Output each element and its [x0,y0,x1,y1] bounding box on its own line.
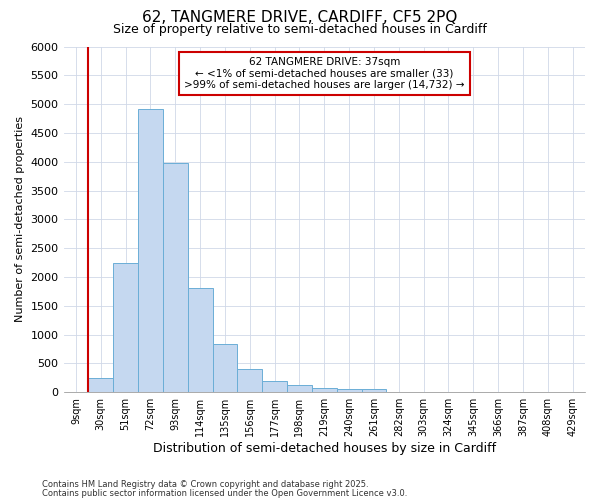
Bar [113,262,138,392]
Text: 62 TANGMERE DRIVE: 37sqm
← <1% of semi-detached houses are smaller (33)
>99% of : 62 TANGMERE DRIVE: 37sqm ← <1% of semi-d… [184,57,464,90]
Bar [88,378,113,392]
Y-axis label: Number of semi-detached properties: Number of semi-detached properties [15,116,25,322]
Bar [212,344,238,392]
Bar [337,389,362,392]
Bar [238,369,262,392]
Bar [262,380,287,392]
Text: Contains HM Land Registry data © Crown copyright and database right 2025.: Contains HM Land Registry data © Crown c… [42,480,368,489]
Bar [287,384,312,392]
Text: 62, TANGMERE DRIVE, CARDIFF, CF5 2PQ: 62, TANGMERE DRIVE, CARDIFF, CF5 2PQ [142,10,458,25]
Text: Size of property relative to semi-detached houses in Cardiff: Size of property relative to semi-detach… [113,22,487,36]
X-axis label: Distribution of semi-detached houses by size in Cardiff: Distribution of semi-detached houses by … [153,442,496,455]
Text: Contains public sector information licensed under the Open Government Licence v3: Contains public sector information licen… [42,488,407,498]
Bar [138,108,163,392]
Bar [362,390,386,392]
Bar [188,288,212,392]
Bar [163,164,188,392]
Bar [312,388,337,392]
